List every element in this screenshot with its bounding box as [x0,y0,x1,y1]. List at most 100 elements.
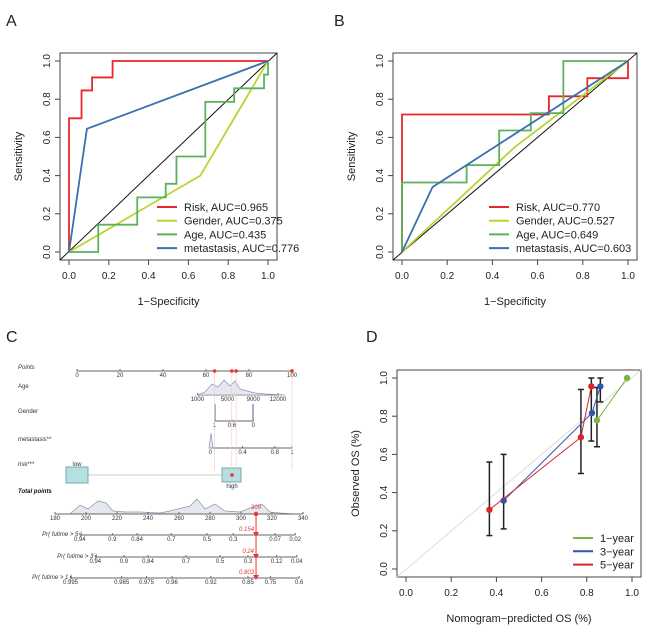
nomogram-2-tick-label: 1 [213,423,217,429]
total-points-tick-label: 320 [267,516,278,522]
y-tick-label: 0.6 [375,130,386,144]
panel-label-c: C [6,329,18,346]
nomogram-0-tick-label: 20 [117,373,124,379]
nomogram-row-label: Age [18,384,29,390]
total-points-density [69,498,296,515]
data-point [588,383,595,390]
nomogram-1-tick-label: 5000 [221,397,235,403]
legend-label: metastasis, AUC=0.603 [516,243,631,255]
x-tick-label: 0.2 [440,271,454,282]
probability-2-tick-label: 0.92 [205,580,217,586]
series-line [68,60,269,253]
plot-frame [396,369,642,578]
series-line [401,60,629,253]
x-tick-label: 0.2 [444,588,458,599]
nomogram-2-tick-label: 0 [252,423,256,429]
panel-label-d: D [366,329,378,346]
age-density [196,379,286,396]
x-tick-label: 0.6 [531,271,545,282]
legend-label: Age, AUC=0.435 [184,229,266,241]
x-tick-label: 0.8 [580,588,594,599]
nomogram-row-label: risk*** [18,462,35,468]
y-tick-label: 0.8 [379,409,390,423]
x-tick-label: 0.4 [142,271,156,282]
x-tick-label: 1.0 [261,271,275,282]
total-points-label: Total points [18,489,52,495]
panel-d-plot: 0.0 0.2 0.4 0.6 0.8 1.0 0.0 0.2 0.4 0.6 0.8 1.0 Nomo… [350,369,642,625]
y-tick-label: 1.0 [379,371,390,385]
probability-value: 0.24 [242,549,254,555]
total-points-tick-label: 340 [298,516,309,522]
y-tick-label: 1.0 [375,54,386,68]
total-points-tick-label: 180 [50,516,61,522]
risk-marker [230,473,234,477]
probability-1-tick-label: 0.94 [89,559,101,565]
probability-1-tick-label: 0.12 [271,559,283,565]
probability-1-tick-label: 0.7 [182,559,191,565]
nomogram-row-label: Points [18,365,35,371]
nomogram-0-tick-label: 0 [75,373,79,379]
y-tick-label: 0.2 [379,523,390,537]
x-axis-label: Nomogram−predicted OS (%) [446,613,591,625]
legend-label: 1−year [600,533,634,545]
nomogram-3-tick-label: 1 [290,450,294,456]
y-axis-label: Sensitivity [13,131,25,181]
probability-0-tick-label: 0.07 [269,537,281,543]
probability-1-tick-label: 0.04 [291,559,303,565]
series-line [596,377,628,421]
risk-level-label: high [226,484,237,490]
nomogram-1-tick-label: 9000 [247,397,261,403]
y-tick-label: 0.0 [375,245,386,259]
y-tick-label: 0.2 [375,206,386,220]
y-axis-label: Observed OS (%) [350,430,362,517]
legend-label: Gender, AUC=0.375 [184,216,283,228]
x-axis-label: 1−Specificity [137,296,200,308]
probability-2-tick-label: 0.975 [139,580,155,586]
probability-0-tick-label: 0.84 [131,537,143,543]
y-tick-label: 0.4 [375,168,386,182]
nomogram-row-label: metastasis** [18,437,52,443]
nomogram-0-tick-label: 60 [203,373,210,379]
legend-label: 5−year [600,560,634,572]
legend-label: 3−year [600,546,634,558]
nomogram-3-tick-label: 0.8 [271,450,280,456]
probability-row-label: Pr( futime > 5 ) [42,532,82,538]
probability-1-tick-label: 0.84 [142,559,154,565]
probability-2-tick-label: 0.995 [63,580,79,586]
panel-label-b: B [334,13,345,30]
y-tick-label: 0.8 [375,92,386,106]
data-point [588,409,596,417]
data-point [577,434,585,441]
total-points-tick-label: 200 [81,516,92,522]
probability-0-tick-label: 0.7 [167,537,176,543]
probability-1-tick-label: 0.9 [120,559,129,565]
probability-value: 0.154 [239,527,255,533]
x-tick-label: 0.6 [181,271,195,282]
x-tick-label: 0.0 [399,588,413,599]
probability-1-tick-label: 0.3 [244,559,253,565]
total-points-marker [253,511,259,517]
legend-label: Age, AUC=0.649 [516,229,598,241]
series-line [401,61,629,252]
points-marker [212,369,217,373]
x-tick-label: 0.4 [485,271,499,282]
y-tick-label: 0.4 [42,168,53,182]
metastasis-density [208,432,214,449]
panel-a-plot: 0.0 0.2 0.4 0.6 0.8 1.0 0.0 0.2 0.4 0.6 0.8 1.0 1−Sp… [13,52,299,308]
x-tick-label: 0.2 [102,271,116,282]
x-tick-label: 1.0 [625,588,639,599]
probability-0-tick-label: 0.02 [289,537,301,543]
probability-2-tick-label: 0.75 [265,580,277,586]
probability-0-tick-label: 0.3 [229,537,238,543]
points-marker [234,369,238,373]
y-tick-label: 0.4 [379,485,390,499]
probability-2-tick-label: 0.985 [114,580,130,586]
nomogram-0-tick-label: 80 [246,373,253,379]
y-tick-label: 0.0 [42,245,53,259]
data-point [486,506,493,513]
probability-0-tick-label: 0.9 [108,537,117,543]
risk-level-label: low [72,462,82,468]
data-point [500,497,507,504]
